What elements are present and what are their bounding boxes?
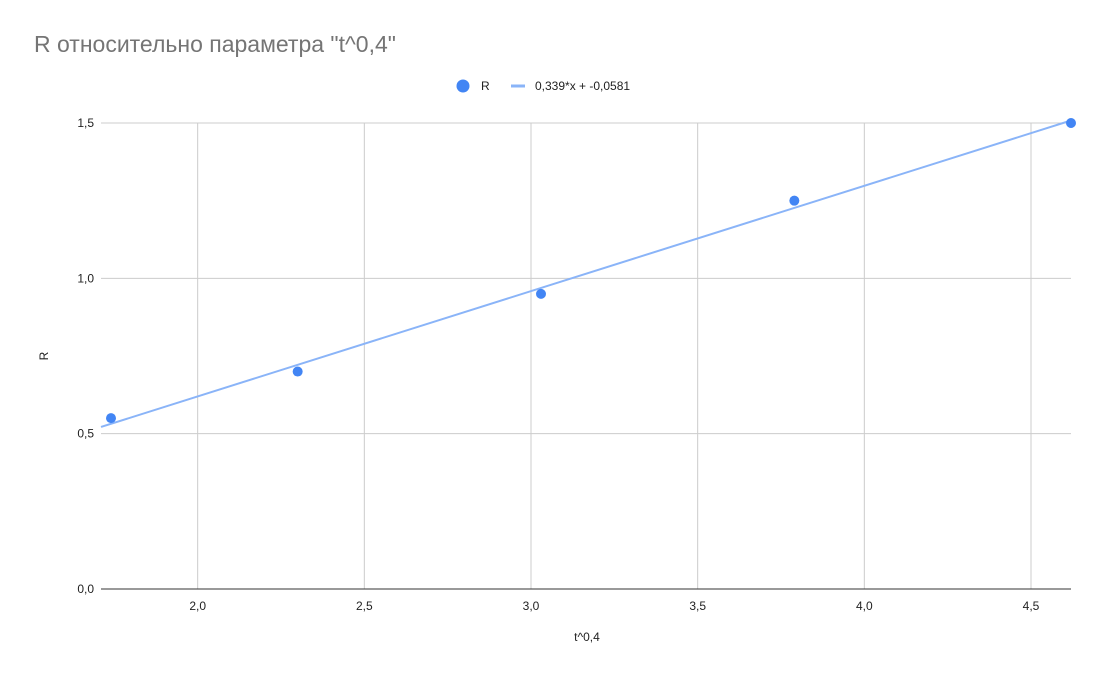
legend-label-trendline: 0,339*x + -0,0581 [535,79,630,93]
y-tick-label: 1,5 [77,116,94,130]
x-tick-label: 2,5 [356,599,373,613]
x-tick-label: 3,5 [689,599,706,613]
legend: R 0,339*x + -0,0581 [456,79,630,93]
legend-label-r: R [481,79,490,93]
x-axis-title: t^0,4 [574,630,600,644]
data-point [789,195,800,206]
grid [101,122,1071,589]
data-points [106,118,1076,424]
data-point [1066,118,1076,128]
trendline [100,119,1072,428]
y-tick-label: 1,0 [77,271,94,285]
y-axis-title: R [37,351,51,360]
y-tick-label: 0,5 [77,427,94,441]
trendline-layer [100,119,1072,428]
chart-title: R относительно параметра "t^0,4" [34,31,396,57]
y-tick-label: 0,0 [77,582,94,596]
data-point [536,288,546,299]
y-axis-ticks: 0,0 0,5 1,0 1,5 [77,116,94,596]
data-point [106,413,116,424]
x-tick-label: 2,0 [189,599,206,613]
x-tick-label: 4,5 [1023,599,1040,613]
x-tick-label: 4,0 [856,599,873,613]
legend-marker-r [456,79,470,93]
x-tick-label: 3,0 [523,599,540,613]
x-axis-ticks: 2,0 2,5 3,0 3,5 4,0 4,5 [189,599,1039,613]
data-point [292,366,303,377]
